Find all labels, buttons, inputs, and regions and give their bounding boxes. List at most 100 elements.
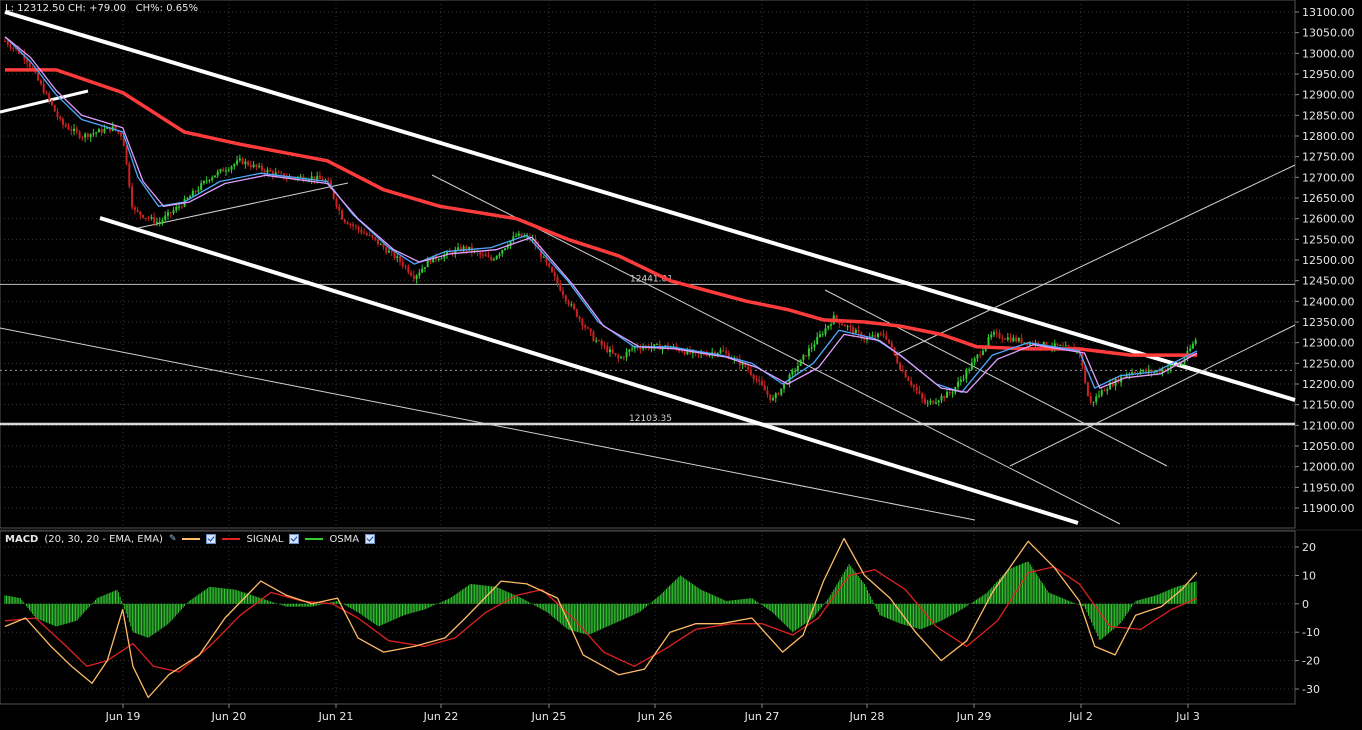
- candle-body: [835, 315, 838, 320]
- candle-body: [484, 254, 487, 257]
- candle-body: [1092, 401, 1095, 403]
- candle-body: [213, 175, 216, 178]
- candle-body: [39, 80, 42, 84]
- candle-body: [1189, 348, 1192, 351]
- candle-body: [1103, 390, 1106, 392]
- candle-body: [399, 256, 402, 262]
- trendline: [894, 164, 1296, 356]
- macd-tick-label: -20: [1302, 655, 1320, 668]
- signal-line-swatch: [222, 538, 241, 540]
- candle-body: [1100, 390, 1103, 396]
- candle-body: [194, 190, 197, 192]
- candle-body: [407, 266, 410, 273]
- candle-body: [609, 349, 612, 353]
- candle-body: [515, 235, 518, 237]
- candle-body: [70, 129, 73, 132]
- price-tick-label: 13100.00: [1302, 6, 1355, 19]
- candle-body: [429, 259, 432, 263]
- candle-body: [120, 132, 123, 137]
- candle-body: [492, 259, 495, 261]
- candle-body: [103, 128, 106, 133]
- candle-body: [1150, 369, 1153, 373]
- candle-body: [404, 266, 407, 268]
- macd-visible-checkbox[interactable]: [206, 534, 217, 544]
- candle-body: [531, 239, 534, 241]
- candle-body: [517, 233, 520, 236]
- candle-body: [705, 354, 708, 356]
- candle-body: [479, 252, 482, 255]
- candle-body: [899, 362, 902, 370]
- candle-body: [202, 180, 205, 184]
- candle-body: [412, 275, 415, 279]
- candle-body: [216, 171, 219, 176]
- candle-body: [144, 217, 147, 219]
- candle-body: [45, 93, 48, 95]
- candle-body: [879, 333, 882, 335]
- candle-body: [64, 124, 67, 127]
- candle-body: [849, 326, 852, 328]
- candle-body: [374, 237, 377, 240]
- candle-body: [799, 359, 802, 366]
- candle-body: [274, 172, 277, 176]
- signal-label: SIGNAL: [246, 533, 284, 545]
- price-tick-label: 12300.00: [1302, 337, 1355, 350]
- price-tick-label: 12900.00: [1302, 89, 1355, 102]
- price-tick-label: 12450.00: [1302, 275, 1355, 288]
- candle-body: [164, 215, 167, 221]
- macd-tick-label: -10: [1302, 626, 1320, 639]
- candle-body: [995, 332, 998, 334]
- candle-body: [465, 246, 468, 250]
- candle-body: [766, 390, 769, 395]
- candle-body: [896, 354, 899, 363]
- candle-body: [139, 211, 142, 215]
- osma-visible-checkbox[interactable]: [365, 534, 376, 544]
- candle-body: [50, 100, 53, 106]
- time-tick-label: Jun 27: [744, 710, 780, 723]
- candle-body: [354, 225, 357, 227]
- signal-visible-checkbox[interactable]: [289, 534, 300, 544]
- price-tick-label: 12150.00: [1302, 399, 1355, 412]
- price-tick-label: 12850.00: [1302, 109, 1355, 122]
- candle-body: [1097, 395, 1100, 397]
- candle-body: [410, 272, 413, 276]
- candle-body: [62, 119, 65, 125]
- moving-average-line: [4, 36, 1198, 393]
- price-tick-label: 12250.00: [1302, 357, 1355, 370]
- macd-line: [4, 537, 1198, 699]
- candle-body: [95, 132, 98, 134]
- wrench-icon[interactable]: ✎: [168, 534, 177, 544]
- candle-body: [288, 176, 291, 179]
- candle-body: [191, 190, 194, 197]
- candle-body: [459, 247, 462, 252]
- candle-body: [1042, 342, 1045, 347]
- candle-body: [854, 329, 857, 334]
- candle-body: [951, 392, 954, 394]
- candle-body: [965, 370, 968, 379]
- grid-lines: [0, 0, 1295, 704]
- candle-body: [393, 251, 396, 259]
- candle-body: [937, 400, 940, 403]
- candle-body: [97, 129, 100, 133]
- candle-body: [1089, 396, 1092, 403]
- candle-body: [816, 336, 819, 345]
- candle-body: [752, 374, 755, 380]
- candle-body: [263, 170, 266, 173]
- candle-body: [642, 347, 645, 350]
- candle-body: [6, 40, 9, 45]
- candle-body: [457, 247, 460, 250]
- candle-body: [379, 243, 382, 245]
- candle-body: [255, 164, 258, 167]
- macd-tick-label: 10: [1302, 569, 1316, 582]
- candle-body: [595, 340, 598, 342]
- change-label: CH:: [68, 3, 86, 14]
- candle-body: [976, 354, 979, 359]
- candle-body: [128, 163, 131, 187]
- candle-body: [981, 350, 984, 355]
- candle-body: [1111, 382, 1114, 386]
- candle-body: [744, 362, 747, 367]
- candle-body: [763, 385, 766, 391]
- trendline: [431, 174, 1121, 525]
- candle-body: [357, 226, 360, 230]
- candle-body: [570, 304, 573, 306]
